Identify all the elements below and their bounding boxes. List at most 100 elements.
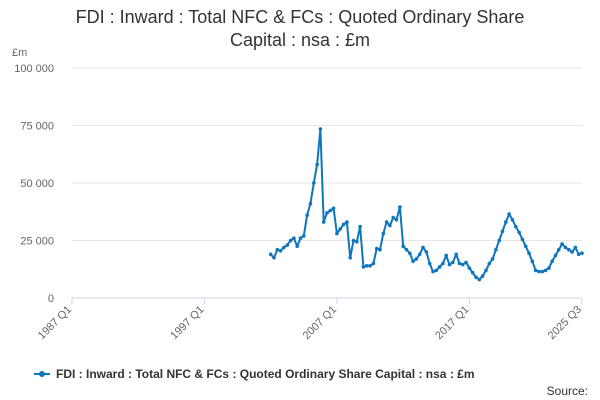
data-point[interactable] bbox=[490, 257, 495, 261]
data-point[interactable] bbox=[431, 269, 435, 274]
data-point[interactable] bbox=[464, 260, 468, 265]
data-point[interactable] bbox=[547, 266, 551, 270]
data-point[interactable] bbox=[580, 251, 584, 255]
data-point[interactable] bbox=[520, 237, 525, 242]
data-point[interactable] bbox=[305, 213, 309, 217]
data-point[interactable] bbox=[401, 244, 406, 249]
data-point[interactable] bbox=[461, 262, 465, 267]
data-point[interactable] bbox=[457, 261, 462, 266]
data-point[interactable] bbox=[321, 220, 326, 224]
data-point[interactable] bbox=[447, 262, 452, 267]
legend-label: FDI : Inward : Total NFC & FCs : Quoted … bbox=[56, 367, 475, 381]
data-point[interactable] bbox=[437, 265, 442, 269]
data-point[interactable] bbox=[550, 259, 554, 264]
data-point[interactable] bbox=[292, 236, 296, 240]
data-point[interactable] bbox=[295, 244, 300, 249]
data-point[interactable] bbox=[275, 247, 280, 252]
data-point[interactable] bbox=[404, 247, 409, 252]
data-point[interactable] bbox=[507, 212, 511, 216]
data-point[interactable] bbox=[308, 201, 313, 206]
data-point[interactable] bbox=[553, 253, 558, 258]
data-point[interactable] bbox=[348, 255, 353, 260]
data-point[interactable] bbox=[427, 261, 432, 266]
data-point[interactable] bbox=[540, 269, 545, 274]
data-point[interactable] bbox=[388, 223, 392, 228]
data-point[interactable] bbox=[411, 259, 415, 264]
data-point[interactable] bbox=[517, 230, 521, 235]
data-point[interactable] bbox=[563, 245, 568, 250]
data-point[interactable] bbox=[345, 220, 349, 224]
data-point[interactable] bbox=[451, 260, 455, 265]
data-point[interactable] bbox=[381, 231, 386, 236]
data-point[interactable] bbox=[378, 247, 382, 252]
data-point[interactable] bbox=[355, 239, 359, 244]
data-point[interactable] bbox=[560, 242, 564, 246]
data-point[interactable] bbox=[543, 268, 548, 273]
data-point[interactable] bbox=[470, 270, 475, 275]
data-point[interactable] bbox=[514, 224, 518, 229]
data-point[interactable] bbox=[530, 259, 535, 264]
data-point[interactable] bbox=[424, 250, 429, 254]
data-point[interactable] bbox=[504, 220, 508, 224]
data-point[interactable] bbox=[315, 162, 319, 167]
data-point[interactable] bbox=[351, 238, 356, 243]
data-point[interactable] bbox=[272, 255, 276, 260]
y-axis-ticks: 0 25 000 50 000 75 000 100 000 bbox=[14, 63, 54, 305]
data-point[interactable] bbox=[318, 127, 323, 131]
data-point[interactable] bbox=[408, 251, 412, 255]
y-tick-label: 50 000 bbox=[20, 178, 54, 190]
data-point[interactable] bbox=[441, 261, 445, 266]
data-point[interactable] bbox=[467, 266, 472, 270]
data-point[interactable] bbox=[500, 229, 505, 234]
data-point[interactable] bbox=[398, 205, 402, 209]
data-point[interactable] bbox=[328, 208, 333, 213]
data-point[interactable] bbox=[576, 252, 581, 257]
data-point[interactable] bbox=[477, 277, 482, 282]
data-point[interactable] bbox=[454, 252, 459, 257]
data-point[interactable] bbox=[567, 247, 571, 252]
data-point[interactable] bbox=[384, 220, 389, 224]
data-point[interactable] bbox=[298, 236, 303, 240]
data-point[interactable] bbox=[523, 244, 528, 249]
data-point[interactable] bbox=[417, 252, 422, 257]
data-point[interactable] bbox=[480, 274, 485, 278]
data-point[interactable] bbox=[510, 218, 515, 222]
data-point[interactable] bbox=[434, 268, 439, 273]
legend[interactable]: FDI : Inward : Total NFC & FCs : Quoted … bbox=[34, 367, 475, 381]
data-point[interactable] bbox=[527, 251, 531, 255]
data-point[interactable] bbox=[278, 249, 283, 253]
data-point[interactable] bbox=[335, 231, 339, 236]
data-point[interactable] bbox=[312, 181, 316, 185]
data-point[interactable] bbox=[494, 247, 498, 252]
data-point[interactable] bbox=[391, 215, 396, 220]
data-point[interactable] bbox=[331, 206, 336, 211]
data-point[interactable] bbox=[570, 250, 574, 254]
data-point[interactable] bbox=[364, 264, 369, 268]
data-point[interactable] bbox=[414, 257, 419, 261]
data-point[interactable] bbox=[358, 224, 362, 229]
data-point[interactable] bbox=[557, 247, 561, 252]
data-point[interactable] bbox=[497, 238, 502, 243]
data-point[interactable] bbox=[394, 218, 399, 222]
data-point[interactable] bbox=[302, 234, 306, 238]
data-point[interactable] bbox=[325, 211, 329, 215]
data-point[interactable] bbox=[368, 264, 372, 268]
data-point[interactable] bbox=[474, 275, 478, 280]
data-point[interactable] bbox=[371, 261, 376, 266]
data-point[interactable] bbox=[285, 243, 290, 247]
data-point[interactable] bbox=[282, 245, 286, 250]
data-point[interactable] bbox=[341, 222, 346, 227]
data-point[interactable] bbox=[487, 261, 492, 266]
data-point[interactable] bbox=[421, 245, 425, 250]
data-point[interactable] bbox=[444, 253, 449, 258]
data-point[interactable] bbox=[533, 268, 538, 273]
y-tick-label: 25 000 bbox=[20, 236, 54, 248]
data-point[interactable] bbox=[338, 227, 343, 231]
data-point[interactable] bbox=[537, 269, 541, 274]
data-point[interactable] bbox=[484, 268, 488, 273]
data-point[interactable] bbox=[268, 252, 273, 257]
data-point[interactable] bbox=[374, 246, 379, 251]
data-point[interactable] bbox=[573, 245, 578, 250]
data-point[interactable] bbox=[288, 238, 293, 243]
data-point[interactable] bbox=[361, 265, 366, 269]
